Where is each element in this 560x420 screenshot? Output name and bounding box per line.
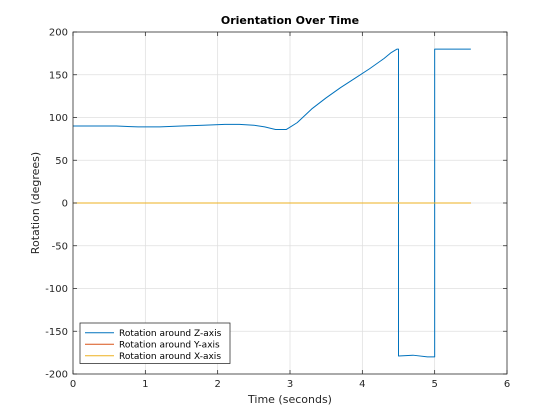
y-axis-label: Rotation (degrees) xyxy=(29,152,42,254)
y-tick-label: -50 xyxy=(52,241,68,252)
y-tick-label: -150 xyxy=(45,327,68,338)
tick-layer: 0 1 2 3 4 5 6 -200 -150 -100 -50 0 50 100 150 200 xyxy=(45,28,510,391)
legend-box xyxy=(79,322,231,364)
y-tick-label: -100 xyxy=(45,284,68,295)
y-tick-label: -200 xyxy=(45,370,68,381)
legend-label-rotation-around-z-axis: Rotation around Z-axis xyxy=(119,329,222,339)
y-tick-label: 100 xyxy=(49,113,68,124)
x-axis-label: Time (seconds) xyxy=(247,393,332,406)
x-tick-label: 0 xyxy=(70,379,76,390)
x-tick-label: 4 xyxy=(359,379,365,390)
y-tick-label: 150 xyxy=(49,70,68,81)
y-tick-label: 0 xyxy=(62,199,68,210)
legend-label-rotation-around-x-axis: Rotation around X-axis xyxy=(119,352,221,362)
x-tick-label: 6 xyxy=(504,379,510,390)
x-tick-label: 2 xyxy=(214,379,220,390)
y-tick-label: 50 xyxy=(55,156,68,167)
legend-label-rotation-around-y-axis: Rotation around Y-axis xyxy=(119,340,220,350)
x-tick-label: 3 xyxy=(287,379,293,390)
x-tick-label: 1 xyxy=(142,379,148,390)
x-tick-label: 5 xyxy=(431,379,437,390)
series-layer xyxy=(73,48,471,358)
series-line-rotation-around-z-axis xyxy=(73,48,471,358)
chart-title: Orientation Over Time xyxy=(221,14,359,27)
y-tick-label: 200 xyxy=(49,28,68,39)
